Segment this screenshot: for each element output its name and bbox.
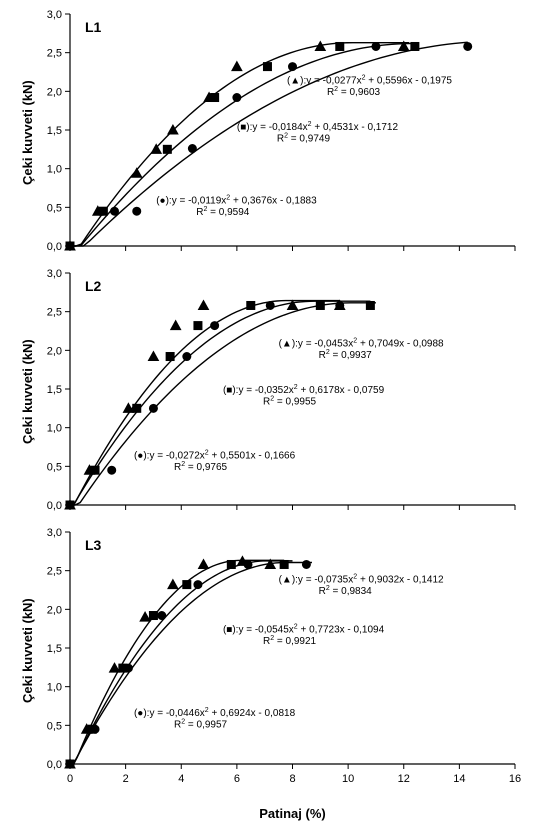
equation-label: (▲):y = -0,0735x2 + 0,9032x - 0,1412: [279, 573, 444, 585]
ytick-label: 1,0: [47, 164, 62, 176]
equation-label: (■):y = -0,0184x2 + 0,4531x - 0,1712: [237, 121, 399, 133]
r2-label: R2 = 0,9594: [196, 206, 250, 218]
ytick-label: 2,5: [47, 48, 62, 60]
xtick-label: 12: [398, 773, 410, 785]
equation-label: (●):y = -0,0272x2 + 0,5501x - 0,1666: [134, 450, 296, 462]
ytick-label: 0,5: [47, 461, 62, 473]
ytick-label: 1,5: [47, 384, 62, 396]
equation-label: (●):y = -0,0119x2 + 0,3676x - 0,1883: [156, 194, 317, 206]
xtick-label: 10: [342, 773, 354, 785]
ytick-label: 1,0: [47, 682, 62, 694]
fit-curve: [70, 560, 284, 764]
ytick-label: 2,5: [47, 566, 62, 578]
x-axis-title: Patinaj (%): [70, 806, 515, 821]
chart-page: 0,0 0,5 1,0 1,5 2,0 2,5 3,0 L1 (▲):y = -0,0277x2…: [0, 0, 555, 834]
ytick-label: 3,0: [47, 9, 62, 21]
fit-curve: [70, 303, 376, 505]
fit-curve: [70, 301, 370, 505]
xtick-label: 2: [123, 773, 129, 785]
panel-svg: 0,0 0,5 1,0 1,5 2,0 2,5 3,0 0 2 4 6 8 10 12 14 16 L3 (▲):…: [0, 524, 545, 794]
panel-svg: 0,0 0,5 1,0 1,5 2,0 2,5 3,0 L1 (▲):y = -0,0277x2…: [0, 6, 545, 256]
r2-label: R2 = 0,9957: [174, 719, 228, 731]
ytick-label: 3,0: [47, 268, 62, 280]
ytick-label: 2,5: [47, 307, 62, 319]
ytick-label: 2,0: [47, 604, 62, 616]
xtick-label: 4: [178, 773, 184, 785]
xtick-label: 16: [509, 773, 521, 785]
ytick-label: 0,0: [47, 500, 62, 512]
r2-label: R2 = 0,9603: [327, 86, 381, 98]
ytick-label: 0,5: [47, 202, 62, 214]
equation-label: (▲):y = -0,0277x2 + 0,5596x - 0,1975: [287, 75, 452, 87]
equation-label: (■):y = -0,0352x2 + 0,6178x - 0,0759: [223, 384, 385, 396]
equation-label: (▲):y = -0,0453x2 + 0,7049x - 0,0988: [279, 337, 444, 349]
ytick-label: 0,0: [47, 241, 62, 253]
r2-label: R2 = 0,9834: [319, 585, 373, 597]
ytick-label: 2,0: [47, 86, 62, 98]
fit-curve: [70, 561, 293, 764]
fit-curve: [70, 42, 468, 246]
xtick-label: 0: [67, 773, 73, 785]
ytick-label: 0,0: [47, 759, 62, 771]
xtick-label: 14: [453, 773, 465, 785]
ytick-label: 0,5: [47, 720, 62, 732]
xtick-label: 6: [234, 773, 240, 785]
r2-label: R2 = 0,9955: [263, 395, 317, 407]
y-axis-title: Çeki kuvveti (kN): [20, 598, 35, 703]
ytick-label: 1,5: [47, 643, 62, 655]
equation-label: (●):y = -0,0446x2 + 0,6924x - 0,0818: [134, 707, 296, 719]
y-axis-title: Çeki kuvveti (kN): [20, 339, 35, 444]
ytick-label: 2,0: [47, 345, 62, 357]
panel-svg: 0,0 0,5 1,0 1,5 2,0 2,5 3,0 L2 (▲):y = -0,0453x2…: [0, 265, 545, 515]
xtick-label: 8: [289, 773, 295, 785]
r2-label: R2 = 0,9921: [263, 635, 317, 647]
r2-label: R2 = 0,9937: [319, 349, 373, 361]
panel-label: L1: [85, 19, 102, 35]
r2-label: R2 = 0,9749: [277, 133, 331, 145]
chart-panel: 0,0 0,5 1,0 1,5 2,0 2,5 3,0 L2 (▲):y = -0,0453x2…: [0, 265, 545, 515]
panel-label: L3: [85, 537, 102, 553]
equation-label: (■):y = -0,0545x2 + 0,7723x - 0,1094: [223, 624, 385, 636]
ytick-label: 1,5: [47, 125, 62, 137]
r2-label: R2 = 0,9765: [174, 461, 228, 473]
panel-label: L2: [85, 278, 102, 294]
ytick-label: 1,0: [47, 423, 62, 435]
chart-panel: 0,0 0,5 1,0 1,5 2,0 2,5 3,0 0 2 4 6 8 10 12 14 16 L3 (▲):…: [0, 524, 545, 794]
y-axis-title: Çeki kuvveti (kN): [20, 80, 35, 185]
chart-panel: 0,0 0,5 1,0 1,5 2,0 2,5 3,0 L1 (▲):y = -0,0277x2…: [0, 6, 545, 256]
ytick-label: 3,0: [47, 527, 62, 539]
